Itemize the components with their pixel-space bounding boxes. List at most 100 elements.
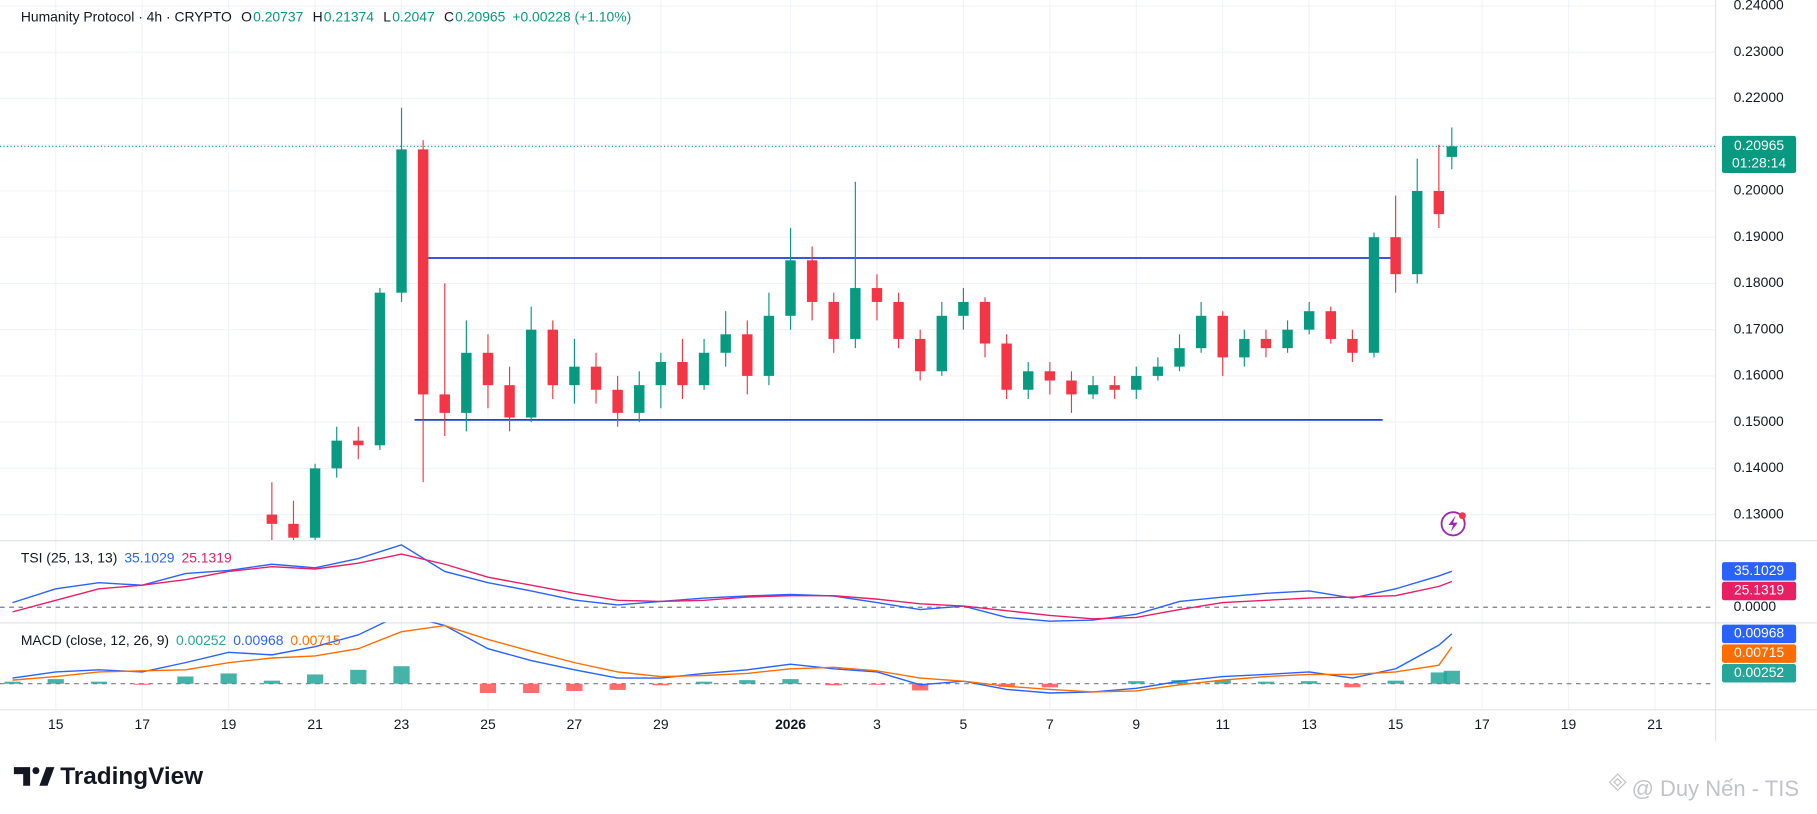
candle-body [417,149,429,395]
y-tick-label: 0.15000 [1734,413,1784,429]
candle-body [1239,338,1250,358]
x-tick-label: 15 [1388,716,1404,732]
candle-body [461,352,472,413]
macd-pane [4,622,1460,694]
histogram-bar [1214,680,1231,684]
x-tick-label: 2026 [775,716,806,732]
candle-body [1023,371,1034,390]
candle-body [1412,190,1423,275]
x-tick-label: 29 [653,716,669,732]
candle-body [1066,380,1077,395]
x-tick-label: 11 [1216,716,1231,732]
histogram-bar [868,683,886,685]
legend: Humanity Protocol · 4h · CRYPTO O0.20737 H… [21,8,631,24]
x-tick-label: 25 [480,716,496,732]
axes: 15 17 19 21 23 25 27 29 2026 3 5 7 9 11 13 15 17 19 21 0.13… [21,0,1797,732]
x-tick-label: 17 [1474,716,1490,732]
legend: TSI (25, 13, 13) 35.1029 25.1319 [21,549,232,565]
candle-body [590,366,602,390]
histogram-bar [177,676,194,684]
candle-body [871,288,883,302]
histogram-bar [566,683,583,691]
ohlc-value: 0.20737 [253,8,303,24]
histogram-bar [912,683,929,691]
countdown: 01:28:14 [1732,154,1786,170]
x-tick-label: 9 [1132,716,1140,732]
candle-body [655,362,667,386]
histogram-bar [4,681,21,684]
candle-body [936,315,948,372]
candle-body [1087,385,1099,395]
y-tick-label: 0.13000 [1734,505,1784,521]
y-tick-label: 0.16000 [1734,367,1784,383]
candle-body [374,292,386,446]
last-price-box [1721,135,1797,174]
histogram-bar [609,683,626,690]
histogram-bar [1344,683,1361,688]
y-tick-label: 0.17000 [1734,320,1784,336]
histogram-bar [306,674,324,684]
watermark: @ Duy Nến - TIS [1632,776,1799,801]
value-label-box [1721,664,1797,683]
histogram-bar [739,680,756,684]
y-tick-label: 0.14000 [1734,459,1784,475]
x-tick-label: 27 [567,716,583,732]
indicator-line [12,553,1453,620]
candle-body [482,352,494,386]
value-label-box [1721,562,1797,581]
alert-icon[interactable] [1440,511,1466,537]
x-tick-label: 19 [1561,716,1577,732]
candle-body [893,301,904,339]
candle-body [1347,338,1358,353]
indicator-line [12,624,1453,693]
ohlc-key: L [383,8,391,24]
candle-body [850,288,861,339]
histogram-bar [1387,680,1404,684]
ohlc-key: O [241,8,252,24]
candle-body [958,301,969,316]
histogram-bar [1443,670,1460,684]
indicator-value: 0.00252 [176,632,226,648]
indicator-title: MACD (close, 12, 26, 9) [21,632,169,648]
grid [0,0,1716,710]
indicator-value: 25.1319 [181,549,231,565]
candle-body [763,315,775,376]
watermark-group: @ Duy Nến - TIS [1608,773,1799,801]
x-tick-label: 21 [1647,716,1663,732]
histogram-bar [695,681,713,684]
candle-body [914,338,926,372]
candle-body [1152,366,1164,376]
ohlc-value: 0.20965 [455,8,505,24]
candle-body [742,334,753,376]
indicator-value: 35.1029 [124,549,174,565]
candle-body [720,334,731,353]
symbol: Humanity Protocol · 4h · CRYPTO [21,8,232,24]
x-tick-label: 5 [960,716,968,732]
candle-body [1303,311,1315,330]
candle-body [698,352,710,386]
candle-body [1131,375,1142,390]
y-tick-label: 0.18000 [1734,274,1784,290]
candle-body [1174,348,1185,367]
candle-body [1001,343,1012,390]
histogram-bar [220,673,237,684]
y-tick-label: 0.24000 [1734,0,1784,13]
histogram-bar [350,669,367,684]
ohlc-key: H [313,8,323,24]
indicator-title: TSI (25, 13, 13) [21,549,118,565]
histogram-bar [393,666,410,684]
candle-body [1282,329,1293,349]
indicator-line [12,622,1453,694]
candle-body [979,301,991,344]
candle-body [1433,190,1445,215]
x-tick-label: 3 [873,716,881,732]
candle-body [547,329,559,386]
candle-body [331,440,342,469]
value-label-box [1721,644,1797,663]
candle-body [1109,385,1120,390]
candle-body [288,523,299,538]
candle-body [1368,237,1380,353]
y-tick-label: 0.23000 [1734,43,1784,59]
histogram-bar [90,681,108,684]
